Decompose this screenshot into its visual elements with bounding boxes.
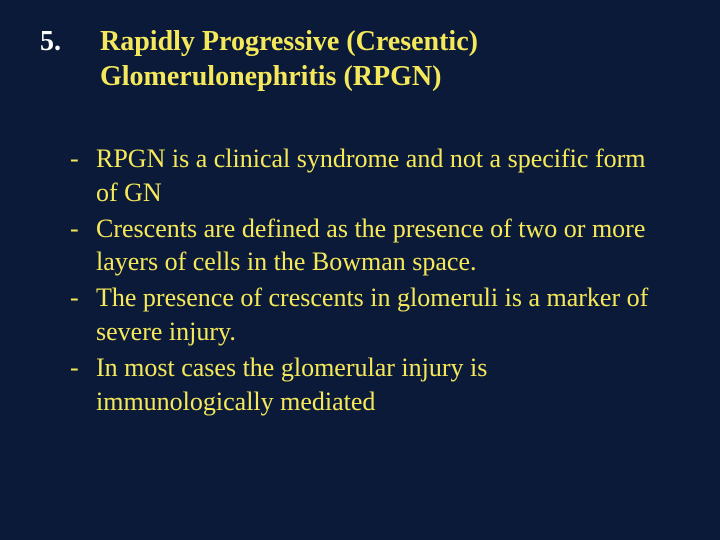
bullet-list: - RPGN is a clinical syndrome and not a …: [40, 142, 680, 418]
title-text: Rapidly Progressive (Cresentic) Glomerul…: [100, 24, 680, 94]
list-item: - RPGN is a clinical syndrome and not a …: [70, 142, 670, 210]
list-item: - Crescents are defined as the presence …: [70, 212, 670, 280]
list-item: - In most cases the glomerular injury is…: [70, 351, 670, 419]
bullet-marker: -: [70, 212, 96, 246]
bullet-text: In most cases the glomerular injury is i…: [96, 351, 670, 419]
slide: 5. Rapidly Progressive (Cresentic) Glome…: [0, 0, 720, 540]
bullet-text: Crescents are defined as the presence of…: [96, 212, 670, 280]
bullet-text: The presence of crescents in glomeruli i…: [96, 281, 670, 349]
bullet-marker: -: [70, 351, 96, 385]
title-row: 5. Rapidly Progressive (Cresentic) Glome…: [40, 24, 680, 94]
bullet-marker: -: [70, 281, 96, 315]
title-number: 5.: [40, 24, 100, 58]
bullet-marker: -: [70, 142, 96, 176]
bullet-text: RPGN is a clinical syndrome and not a sp…: [96, 142, 670, 210]
list-item: - The presence of crescents in glomeruli…: [70, 281, 670, 349]
